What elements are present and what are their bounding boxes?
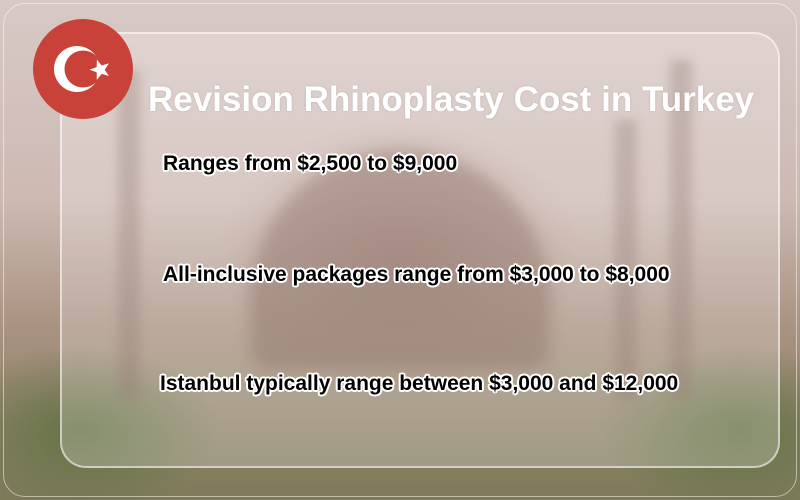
minaret <box>670 60 692 400</box>
turkey-flag-icon <box>33 19 133 119</box>
cost-range-text: Ranges from $2,500 to $9,000 <box>163 152 458 175</box>
package-range-text: All-inclusive packages range from $3,000… <box>163 263 670 286</box>
frosted-panel <box>60 32 780 468</box>
minaret <box>615 120 637 400</box>
outer-frame <box>3 3 797 497</box>
istanbul-range-text: Istanbul typically range between $3,000 … <box>160 372 679 395</box>
minaret <box>118 70 140 400</box>
page-title: Revision Rhinoplasty Cost in Turkey <box>148 80 755 119</box>
